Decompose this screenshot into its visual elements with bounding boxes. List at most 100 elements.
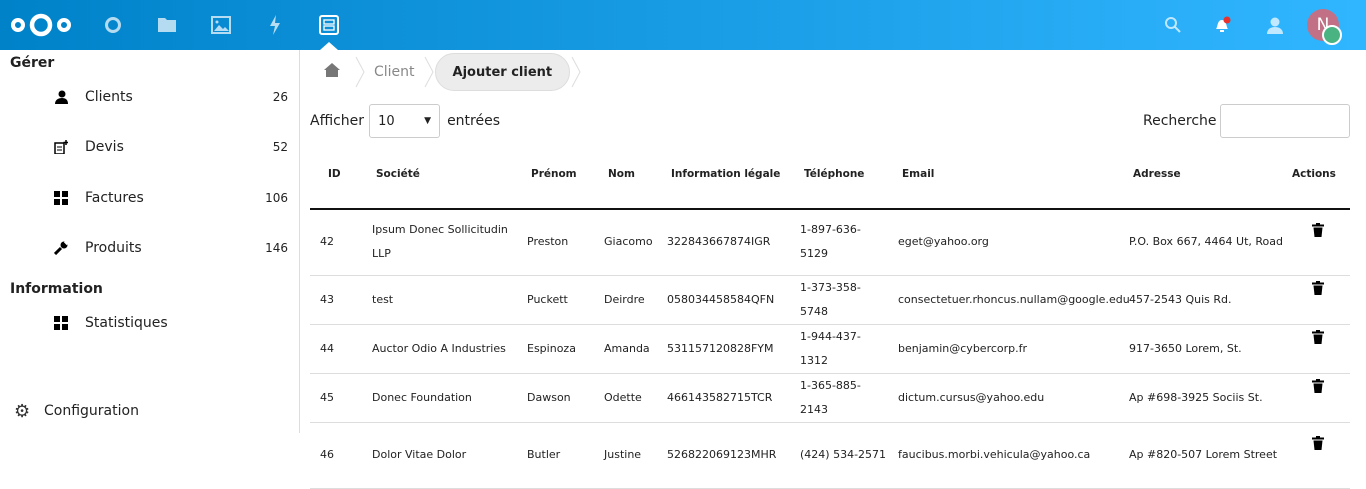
cell-legal-info: 322843667874IGR (657, 209, 790, 276)
column-header[interactable]: Téléphone (790, 140, 888, 210)
cell-first-name: Puckett (517, 275, 594, 325)
search-icon[interactable] (1161, 13, 1185, 37)
cell-company: Auctor Odio A Industries (362, 324, 517, 374)
sidebar-item-produits[interactable]: Produits 146 (0, 230, 300, 266)
search-input[interactable] (1219, 104, 1350, 138)
files-icon[interactable] (155, 13, 179, 37)
sidebar-item-factures[interactable]: Factures 106 (0, 180, 300, 216)
cell-company: Dolor Vitae Dolor (362, 422, 517, 489)
cell-legal-info: 531157120828FYM (657, 324, 790, 374)
sidebar-item-statistiques[interactable]: Statistiques (0, 305, 300, 341)
quote-icon (53, 139, 69, 155)
cell-first-name: Butler (517, 422, 594, 489)
table-row[interactable]: 46 Dolor Vitae Dolor Butler Justine 52682206… (310, 422, 1350, 489)
cell-address: 917-3650 Lorem, St. (1119, 324, 1285, 374)
cell-first-name: Espinoza (517, 324, 594, 374)
nextcloud-logo[interactable] (10, 12, 72, 38)
search-control: Recherche (1143, 104, 1350, 138)
cell-email: benjamin@cybercorp.fr (888, 324, 1119, 374)
clients-app-icon[interactable] (317, 13, 341, 37)
cell-last-name: Deirdre (594, 275, 657, 325)
trash-icon[interactable] (1311, 280, 1324, 304)
trash-icon[interactable] (1311, 222, 1324, 246)
cell-legal-info: 466143582715TCR (657, 373, 790, 423)
gear-icon: ⚙ (14, 400, 31, 422)
user-icon (53, 89, 69, 105)
column-header[interactable]: Prénom (517, 140, 594, 210)
cell-first-name: Dawson (517, 373, 594, 423)
cell-last-name: Odette (594, 373, 657, 423)
cell-address: P.O. Box 667, 4464 Ut, Road (1119, 209, 1285, 276)
caret-down-icon: ▼ (424, 116, 432, 126)
trash-icon[interactable] (1311, 378, 1324, 402)
table-row[interactable]: 42 Ipsum Donec Sollicitudin LLP Preston Gia… (310, 209, 1350, 276)
dashboard-icon[interactable] (101, 13, 125, 37)
cell-phone: 1-897-636-5129 (790, 209, 888, 276)
notifications-icon[interactable] (1210, 13, 1234, 37)
cell-id: 44 (310, 324, 362, 374)
cell-email: faucibus.morbi.vehicula@yahoo.ca (888, 422, 1119, 489)
wrench-icon (53, 240, 69, 256)
column-header: Actions (1285, 140, 1350, 210)
column-header[interactable]: ID (310, 140, 362, 210)
cell-actions (1285, 373, 1350, 423)
cell-last-name: Amanda (594, 324, 657, 374)
page-size-select[interactable]: 10 ▼ (369, 104, 441, 138)
column-header[interactable]: Société (362, 140, 517, 210)
cell-address: Ap #698-3925 Sociis St. (1119, 373, 1285, 423)
table-row[interactable]: 44 Auctor Odio A Industries Espinoza Amanda… (310, 324, 1350, 374)
cell-company: Donec Foundation (362, 373, 517, 423)
activity-icon[interactable] (263, 13, 287, 37)
cell-email: consectetuer.rhoncus.nullam@google.edu (888, 275, 1130, 325)
cell-last-name: Justine (594, 422, 657, 489)
column-header[interactable]: Email (888, 140, 1119, 210)
cell-actions (1285, 275, 1350, 325)
section-heading-information: Information (10, 281, 103, 297)
column-header[interactable]: Information légale (657, 140, 790, 210)
breadcrumb: Client Ajouter client (310, 53, 588, 91)
home-icon[interactable] (324, 63, 340, 81)
photos-icon[interactable] (209, 13, 233, 37)
trash-icon[interactable] (1311, 329, 1324, 353)
cell-actions (1285, 324, 1350, 374)
settings-button[interactable]: ⚙ Configuration (14, 400, 139, 422)
cell-email: eget@yahoo.org (888, 209, 1119, 276)
page-size-control: Afficher 10 ▼ entrées (310, 104, 500, 138)
cell-id: 45 (310, 373, 362, 423)
cell-phone: 1-944-437-1312 (790, 324, 888, 374)
clients-table: ID Société Prénom Nom Information légale… (310, 140, 1350, 489)
cell-address: Ap #820-507 Lorem Street (1119, 422, 1285, 489)
active-app-indicator (320, 42, 338, 50)
cell-id: 46 (310, 422, 362, 489)
cell-phone: (424) 534-2571 (790, 422, 888, 489)
cell-email: dictum.cursus@yahoo.edu (888, 373, 1119, 423)
breadcrumb-separator (424, 56, 434, 88)
cell-phone: 1-365-885-2143 (790, 373, 888, 423)
column-header[interactable]: Adresse (1119, 140, 1285, 210)
cell-id: 42 (310, 209, 362, 276)
breadcrumb-separator (571, 56, 581, 88)
breadcrumb-client[interactable]: Client (374, 64, 415, 80)
cell-phone: 1-373-358-5748 (790, 275, 888, 325)
cell-actions (1285, 422, 1350, 489)
cell-company: Ipsum Donec Sollicitudin LLP (362, 209, 517, 276)
cell-first-name: Preston (517, 209, 594, 276)
grid-icon (53, 190, 69, 206)
table-row[interactable]: 45 Donec Foundation Dawson Odette 4661435827… (310, 373, 1350, 423)
sidebar-item-devis[interactable]: Devis 52 (0, 129, 300, 165)
cell-company: test (362, 275, 517, 325)
status-indicator (1322, 25, 1342, 45)
contacts-icon[interactable] (1262, 13, 1286, 37)
cell-legal-info: 526822069123MHR (657, 422, 790, 489)
cell-address: 457-2543 Quis Rd. (1119, 275, 1285, 325)
breadcrumb-separator (355, 56, 365, 88)
cell-actions (1285, 209, 1350, 276)
sidebar: Gérer Clients 26 Devis 52 Factures 106 Prod… (0, 50, 300, 433)
top-bar: N (0, 0, 1366, 50)
cell-last-name: Giacomo (594, 209, 657, 276)
column-header[interactable]: Nom (594, 140, 657, 210)
trash-icon[interactable] (1311, 435, 1324, 459)
table-row[interactable]: 43 test Puckett Deirdre 058034458584QFN 1-373… (310, 275, 1350, 325)
sidebar-item-clients[interactable]: Clients 26 (0, 79, 300, 115)
breadcrumb-current: Ajouter client (434, 53, 571, 91)
